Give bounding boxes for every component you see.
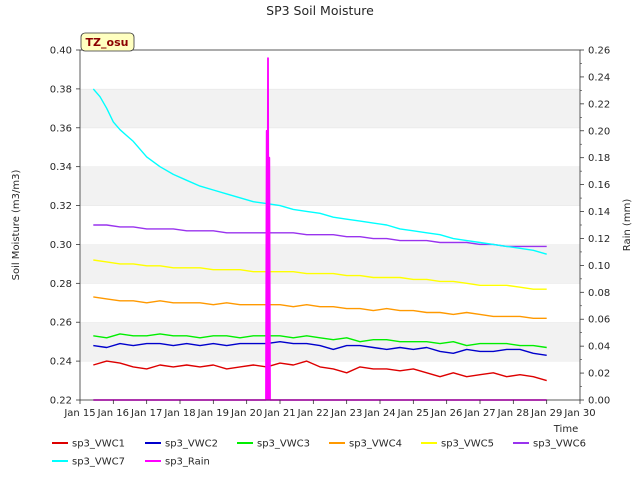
y-left-tick-label: 0.36 <box>50 123 72 134</box>
y-right-tick-label: 0.10 <box>588 261 610 272</box>
y-right-tick-label: 0.02 <box>588 369 610 380</box>
y-right-tick-label: 0.22 <box>588 99 610 110</box>
x-tick-label: Jan 19 <box>197 408 229 419</box>
y-right-tick-label: 0.12 <box>588 234 610 245</box>
y-left-tick-label: 0.32 <box>50 201 72 212</box>
grid-band <box>80 127 580 167</box>
series-line-sp3-vwc7 <box>92 88 547 255</box>
grid-band <box>80 361 580 400</box>
grid-band <box>80 244 580 284</box>
tz-tag-box <box>80 32 135 52</box>
y-right-tick-label: 0.14 <box>588 207 610 218</box>
series-layer <box>92 57 547 401</box>
series-line-sp3-vwc5 <box>93 259 547 290</box>
legend-label: sp3_VWC2 <box>165 439 218 450</box>
grid-bands <box>80 49 580 400</box>
legend-label: sp3_VWC3 <box>257 439 310 450</box>
legend-label: sp3_VWC5 <box>441 439 494 450</box>
x-tick-label: Jan 18 <box>163 408 195 419</box>
y-left-tick-label: 0.38 <box>50 84 72 95</box>
y-axis-left-title: Soil Moisture (m3/m3) <box>11 170 22 281</box>
legend-label: sp3_VWC1 <box>72 439 125 450</box>
y-right-tick-label: 0.00 <box>588 396 610 407</box>
y-right-tick-label: 0.16 <box>588 180 610 191</box>
y-right-tick-label: 0.26 <box>588 46 610 57</box>
x-tick-label: Jan 24 <box>363 408 395 419</box>
legend-label: sp3_Rain <box>165 457 210 468</box>
tz-tag-label: TZ_osu <box>86 36 129 49</box>
y-left-tick-label: 0.28 <box>50 279 72 290</box>
right-axis: 0.00 0.02 0.04 0.06 0.08 0.10 0.12 0.14 0.16 0.18… <box>580 46 610 407</box>
y-left-tick-label: 0.30 <box>50 240 72 251</box>
x-tick-label: Jan 26 <box>430 408 462 419</box>
grid-band <box>80 50 580 89</box>
y-left-tick-label: 0.24 <box>50 357 72 368</box>
y-axis-right-title: Rain (mm) <box>622 199 633 252</box>
series-line-sp3-vwc1 <box>93 360 547 382</box>
left-axis: 0.22 0.24 0.26 0.28 0.30 0.32 0.34 0.36 0.38 0.40 <box>50 46 80 407</box>
x-tick-label: Jan 23 <box>330 408 362 419</box>
series-line-sp3-vwc4 <box>93 296 547 319</box>
x-tick-label: Jan 22 <box>297 408 329 419</box>
x-tick-label: Jan 30 <box>563 408 595 419</box>
legend: sp3_VWC1 sp3_VWC2 sp3_VWC3 sp3_VWC4 sp3_VWC5… <box>52 439 586 468</box>
y-right-tick-label: 0.18 <box>588 153 610 164</box>
y-right-tick-label: 0.08 <box>588 288 610 299</box>
legend-label: sp3_VWC4 <box>349 439 402 450</box>
legend-label: sp3_VWC7 <box>72 457 125 468</box>
y-left-tick-label: 0.22 <box>50 396 72 407</box>
y-right-tick-label: 0.06 <box>588 315 610 326</box>
x-tick-label: Jan 20 <box>230 408 262 419</box>
x-tick-label: Jan 25 <box>397 408 429 419</box>
x-axis: Jan 15 Jan 16 Jan 17 Jan 18 Jan 19 Jan 20 Jan … <box>63 400 596 419</box>
grid-band <box>80 322 580 362</box>
series-line-sp3-rain <box>93 57 547 401</box>
x-tick-label: Jan 15 <box>63 408 95 419</box>
series-line-sp3-vwc2 <box>93 341 547 356</box>
x-tick-label: Jan 17 <box>130 408 162 419</box>
y-left-tick-label: 0.26 <box>50 318 72 329</box>
grid-band <box>80 166 580 206</box>
series-line-sp3-vwc6 <box>93 224 547 248</box>
tz-tag: TZ_osu <box>80 32 135 52</box>
y-right-tick-label: 0.24 <box>588 72 610 83</box>
grid-band <box>80 205 580 245</box>
y-left-tick-label: 0.34 <box>50 162 72 173</box>
x-tick-label: Jan 28 <box>497 408 529 419</box>
y-left-tick-label: 0.40 <box>50 46 72 57</box>
legend-label: sp3_VWC6 <box>533 439 586 450</box>
x-axis-title: Time <box>553 424 578 435</box>
grid-band <box>80 88 580 128</box>
y-right-tick-label: 0.04 <box>588 342 610 353</box>
x-tick-label: Jan 16 <box>97 408 129 419</box>
x-tick-label: Jan 29 <box>530 408 562 419</box>
x-tick-label: Jan 27 <box>463 408 495 419</box>
x-tick-label: Jan 21 <box>263 408 295 419</box>
chart-title: SP3 Soil Moisture <box>266 3 374 18</box>
y-right-tick-label: 0.20 <box>588 126 610 137</box>
series-line-sp3-vwc3 <box>93 333 547 349</box>
